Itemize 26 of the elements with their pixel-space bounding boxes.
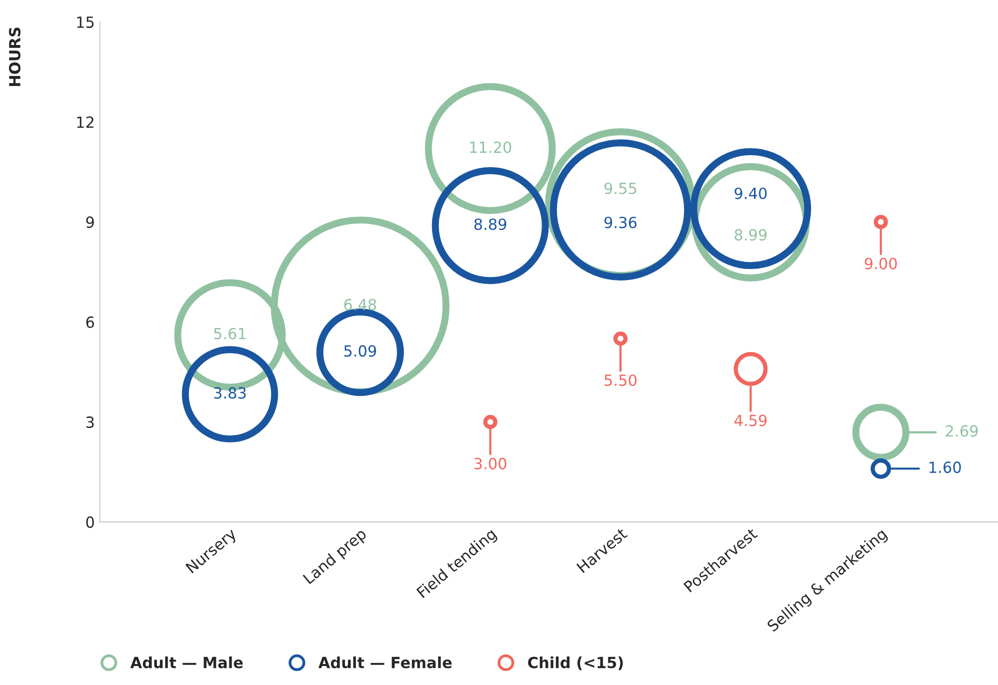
data-label: 1.60 [930,462,961,474]
data-label: 8.99 [734,229,767,241]
data-label: 4.59 [734,414,767,426]
data-label: 3.83 [214,387,246,399]
data-label: 9.55 [604,182,636,194]
data-label: 5.61 [214,328,246,340]
data-label: 5.50 [604,374,636,386]
y-tick-label: 3 [86,416,94,428]
y-tick-label: 9 [86,216,94,228]
data-label: 8.89 [474,218,506,230]
y-axis-title: HOURS [8,28,20,86]
data-label: 11.20 [470,141,512,154]
y-tick-label: 15 [77,16,94,28]
data-label: 9.40 [734,188,767,200]
y-tick-label: 6 [86,316,94,328]
data-label: 9.36 [604,216,637,228]
data-label: 9.00 [864,258,897,270]
data-label: 2.69 [946,425,978,437]
legend-label: Adult — Female [318,656,452,668]
legend-label: Adult — Male [130,656,243,668]
y-tick-label: 12 [77,116,94,128]
legend-label: Child (<15) [528,656,623,670]
y-tick-label: 0 [86,516,94,528]
data-label: 6.48 [344,298,376,310]
data-label: 5.09 [344,345,376,357]
data-label: 3.00 [474,458,506,470]
